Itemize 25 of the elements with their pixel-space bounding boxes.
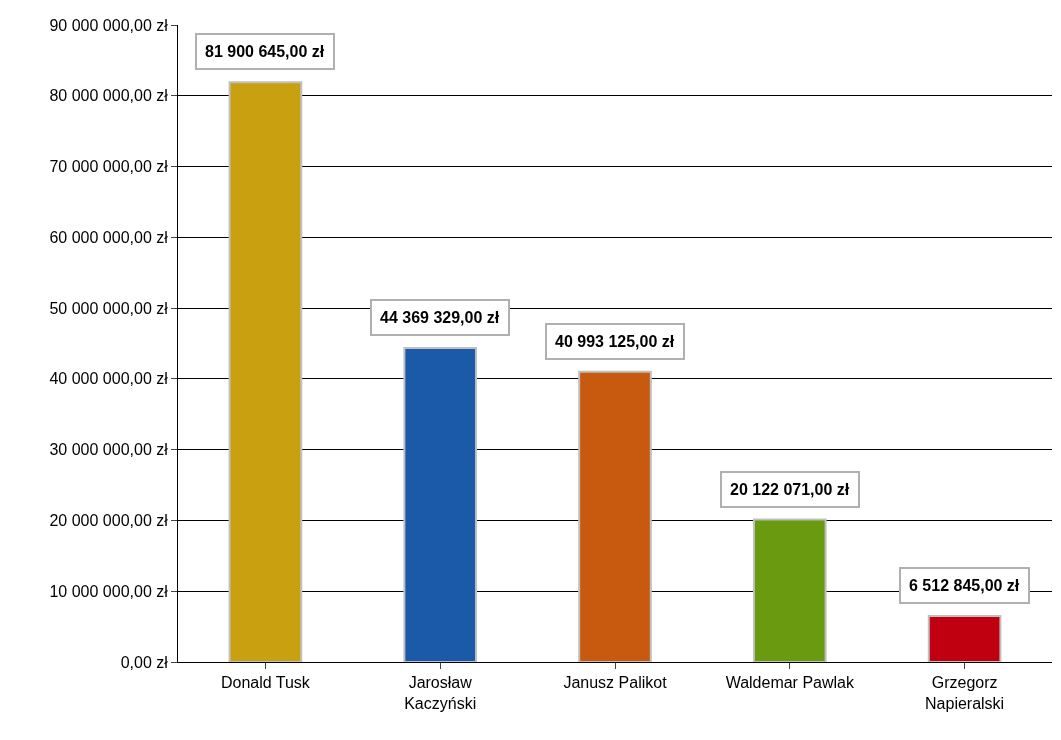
x-tick-label: Grzegorz Napieralski — [925, 674, 1005, 712]
data-label: 6 512 845,00 zł — [909, 577, 1020, 594]
y-tick-label: 20 000 000,00 zł — [49, 512, 169, 530]
bar — [752, 518, 827, 662]
y-tick-label: 60 000 000,00 zł — [49, 228, 169, 246]
x-tick-label: Donald Tusk — [220, 674, 311, 692]
data-label: 20 122 071,00 zł — [730, 481, 850, 498]
data-label: 40 993 125,00 zł — [555, 333, 675, 350]
y-tick-label: 40 000 000,00 zł — [49, 370, 169, 388]
bar — [927, 614, 1002, 662]
bar — [578, 370, 652, 662]
bar — [403, 346, 478, 662]
x-tick-label: Jarosław Kaczyński — [404, 674, 477, 712]
y-tick-label: 70 000 000,00 zł — [49, 158, 169, 176]
y-tick-label: 0,00 zł — [120, 653, 169, 671]
y-tick-label: 80 000 000,00 zł — [49, 87, 169, 105]
y-tick-label: 10 000 000,00 zł — [49, 582, 169, 600]
x-tick-label: Janusz Palikot — [563, 674, 668, 692]
data-label: 44 369 329,00 zł — [380, 309, 500, 326]
bar — [228, 81, 303, 662]
data-label: 81 900 645,00 zł — [205, 43, 325, 60]
y-tick-label: 30 000 000,00 zł — [49, 441, 169, 459]
y-tick-label: 50 000 000,00 zł — [49, 299, 169, 317]
y-tick-label: 90 000 000,00 zł — [49, 16, 169, 34]
x-tick-label: Waldemar Pawlak — [725, 674, 855, 692]
